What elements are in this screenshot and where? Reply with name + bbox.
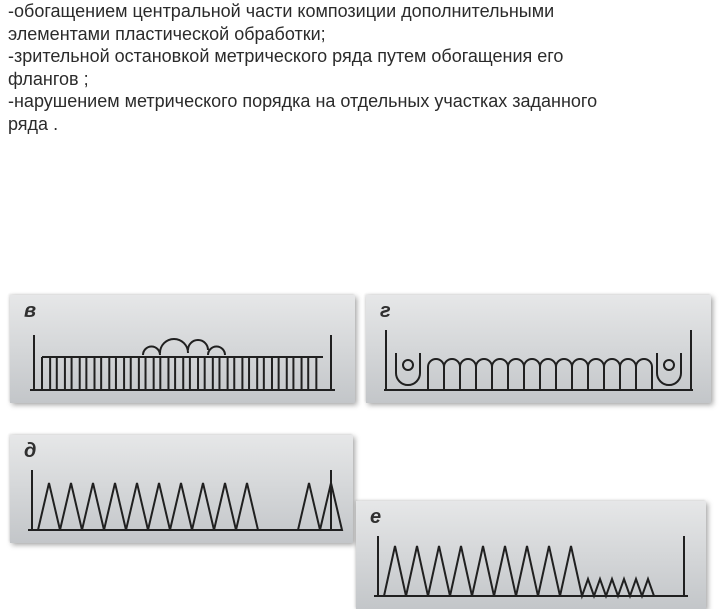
- diagram-v-svg: в: [10, 295, 355, 403]
- panel-label-g: г: [380, 300, 391, 322]
- diagram-panel-v: в: [10, 295, 355, 403]
- text-line-2: элементами пластической обработки;: [8, 23, 712, 46]
- text-line-4: флангов ;: [8, 68, 712, 91]
- diagram-e-svg: е: [356, 501, 706, 609]
- text-line-5: -нарушением метрического порядка на отде…: [8, 90, 712, 113]
- diagram-panel-g: г: [366, 295, 711, 403]
- diagram-g-svg: г: [366, 295, 711, 403]
- diagram-panel-e: е: [356, 501, 706, 609]
- text-block: -обогащением центральной части композици…: [0, 0, 720, 135]
- diagram-d-svg: д: [10, 435, 353, 543]
- text-line-6: ряда .: [8, 113, 712, 136]
- text-line-1: -обогащением центральной части композици…: [8, 0, 712, 23]
- text-line-3: -зрительной остановкой метрического ряда…: [8, 45, 712, 68]
- panel-label-v: в: [24, 300, 36, 322]
- panel-label-e: е: [370, 506, 381, 528]
- panel-label-d: д: [24, 440, 36, 462]
- diagram-panel-d: д: [10, 435, 353, 543]
